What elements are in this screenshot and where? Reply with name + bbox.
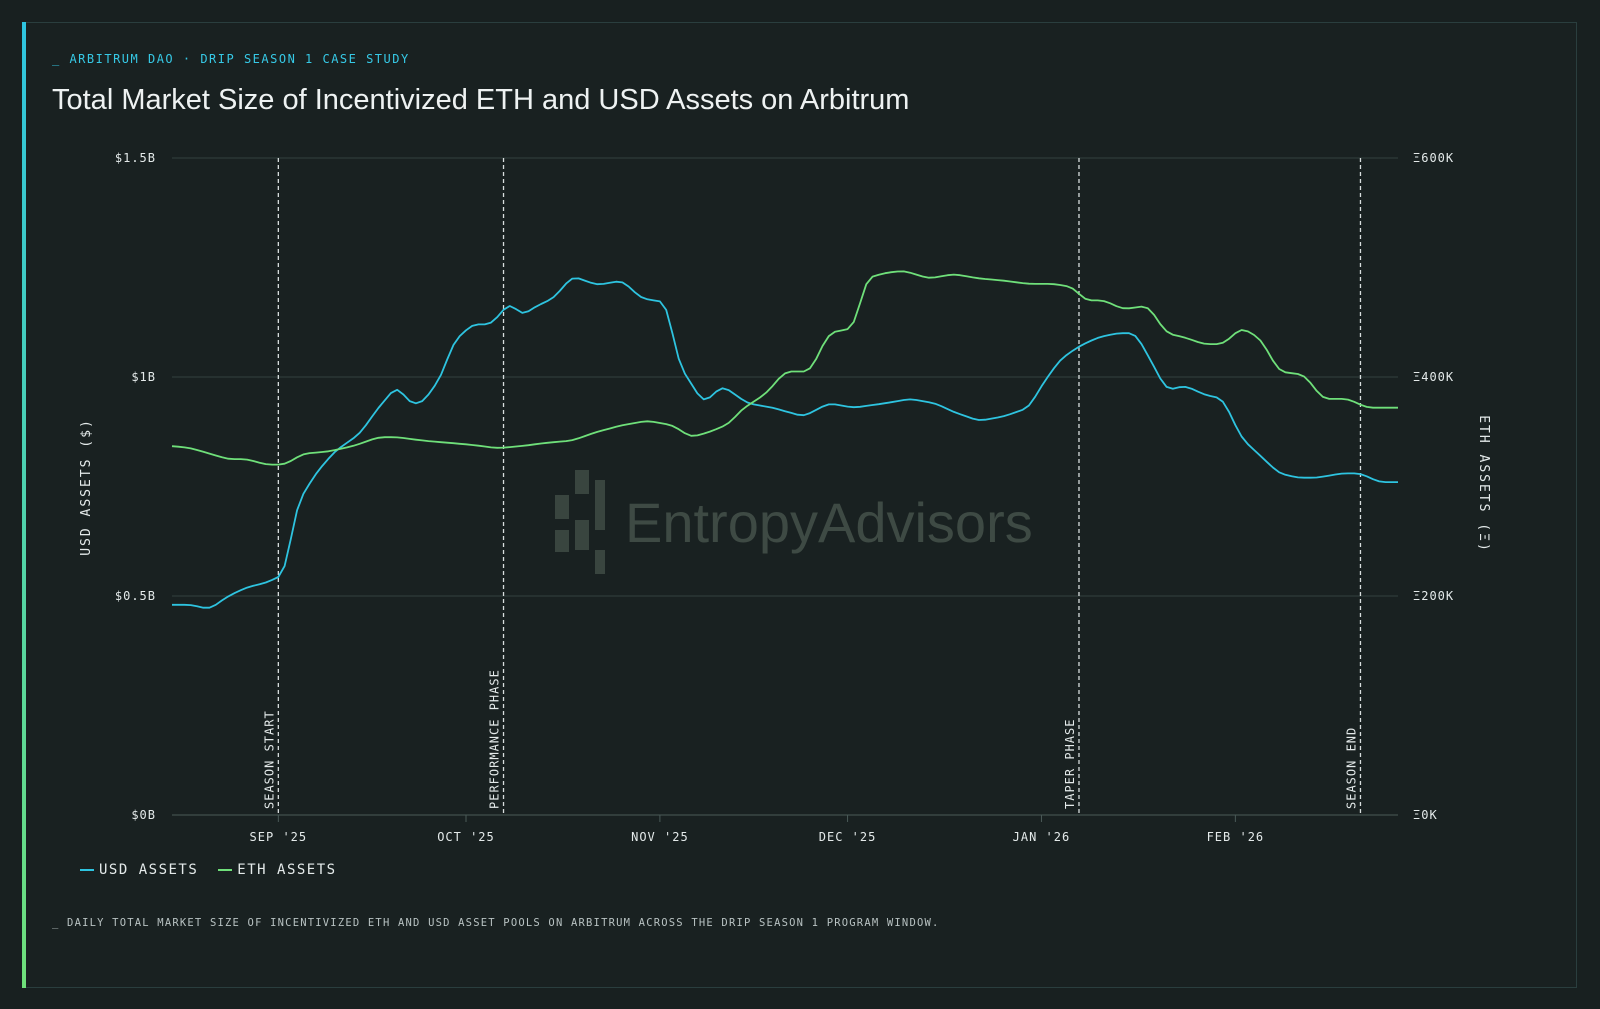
chart-card [22, 22, 1577, 988]
watermark: EntropyAdvisors [555, 470, 1033, 574]
logo-block [575, 470, 589, 494]
accent-bar [22, 22, 26, 988]
grid-lines [172, 157, 1398, 816]
y-right-tick-label: Ξ400K [1413, 370, 1454, 384]
x-tick-label: JAN '26 [1013, 830, 1071, 844]
legend-label-usd: USD ASSETS [99, 862, 199, 878]
y-right-tick-label: Ξ600K [1413, 151, 1454, 165]
y-right-tick-label: Ξ0K [1413, 808, 1438, 822]
page-title: Total Market Size of Incentivized ETH an… [52, 84, 910, 116]
logo-block [575, 520, 589, 550]
legend: USD ASSETS ETH ASSETS [80, 862, 337, 878]
watermark-text: EntropyAdvisors [625, 491, 1033, 554]
x-tick-label: NOV '25 [631, 830, 689, 844]
y-right-tick-label: Ξ200K [1413, 589, 1454, 603]
legend-swatch-eth [218, 869, 233, 871]
eyebrow: _ ARBITRUM DAO · DRIP SEASON 1 CASE STUD… [52, 52, 410, 66]
legend-item-eth: ETH ASSETS [218, 862, 336, 878]
legend-label-eth: ETH ASSETS [237, 862, 337, 878]
footnote: _ DAILY TOTAL MARKET SIZE OF INCENTIVIZE… [52, 917, 940, 929]
x-tick-label: OCT '25 [437, 830, 495, 844]
x-tick-label: FEB '26 [1207, 830, 1265, 844]
phase-marker-label: TAPER PHASE [1063, 719, 1077, 809]
y-right-axis-title: ETH ASSETS (Ξ) [1476, 415, 1491, 553]
legend-swatch-usd [80, 869, 94, 871]
phase-marker-label: SEASON END [1344, 727, 1358, 809]
entropy-advisors-logo-icon [555, 470, 605, 574]
axes: $0B $0.5B $1B $1.5B Ξ0K Ξ200K Ξ400K Ξ600K SEP '2… [79, 151, 1491, 844]
y-left-axis-title: USD ASSETS ($) [79, 418, 94, 556]
phase-markers: SEASON START PERFORMANCE PHASE TAPER PHASE… [262, 158, 1362, 815]
usd-assets-line [172, 277, 1398, 609]
logo-block [595, 480, 605, 530]
phase-marker-label: SEASON START [262, 710, 276, 809]
series-lines [171, 270, 1398, 609]
x-tick-label: SEP '25 [250, 830, 308, 844]
logo-block [595, 550, 605, 574]
eth-assets-line [171, 270, 1398, 466]
y-left-tick-label: $1B [131, 370, 156, 384]
y-left-tick-label: $0.5B [115, 589, 156, 603]
y-left-tick-label: $0B [131, 808, 156, 822]
logo-block [555, 495, 569, 519]
logo-block [555, 530, 569, 552]
x-tick-label: DEC '25 [819, 830, 877, 844]
legend-item-usd: USD ASSETS [80, 862, 198, 878]
y-left-tick-label: $1.5B [115, 151, 156, 165]
phase-marker-label: PERFORMANCE PHASE [488, 669, 502, 809]
